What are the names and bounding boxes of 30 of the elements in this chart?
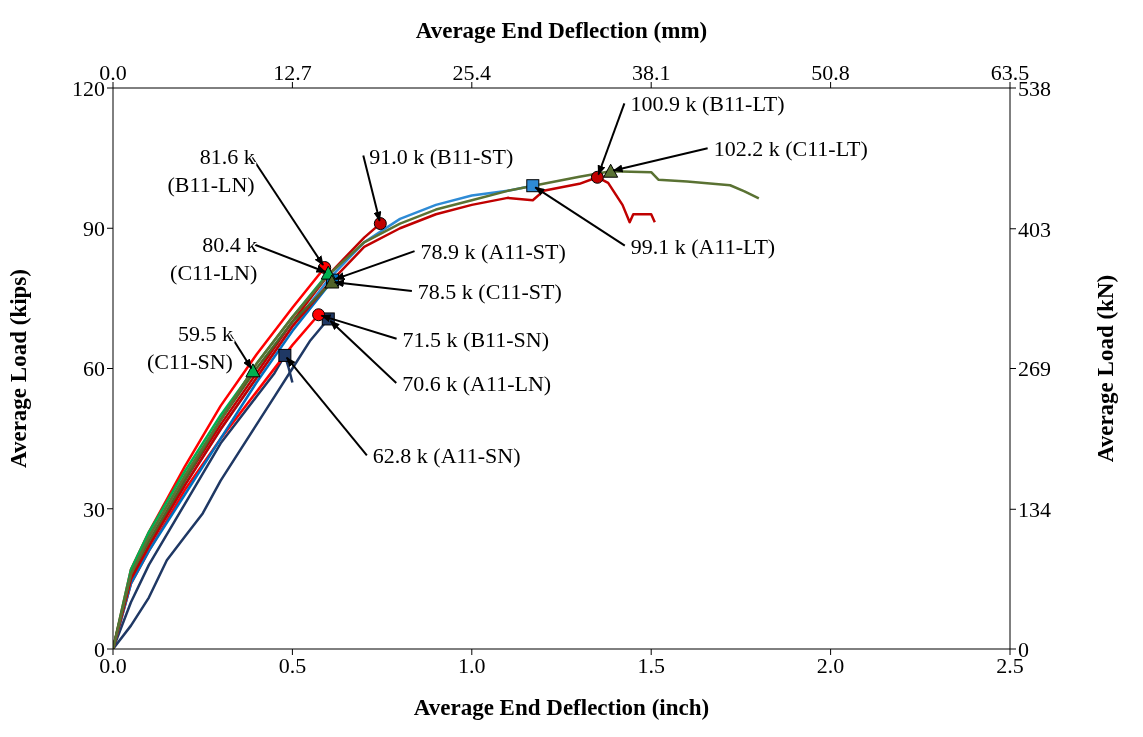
x2-tick-label: 38.1	[631, 60, 671, 85]
x-tick-label: 1.0	[458, 652, 486, 678]
annotation: 78.5 k (C11-ST)	[417, 278, 562, 304]
annotation: 71.5 k (B11-SN)	[402, 326, 550, 352]
x-tick-label: 1.5	[637, 652, 665, 678]
annotation: 102.2 k (C11-LT)	[713, 135, 868, 161]
y-tick-label: 60	[83, 356, 105, 382]
annotation: 59.5 k (C11-SN)	[146, 320, 233, 374]
annotation: 78.9 k (A11-ST)	[420, 238, 566, 264]
y2-tick-label: 134	[1018, 497, 1051, 523]
annotation: 99.1 k (A11-LT)	[630, 233, 776, 259]
x2-tick-label: 12.7	[273, 60, 312, 85]
y-axis-title: Average Load (kips)	[6, 269, 32, 468]
x-axis-title: Average End Deflection (inch)	[413, 695, 710, 720]
annotation: 91.0 k (B11-ST)	[369, 143, 514, 169]
y-tick-label: 90	[83, 216, 105, 242]
y2-tick-label: 403	[1018, 216, 1051, 242]
annotation: 100.9 k (B11-LT)	[630, 90, 785, 116]
x-tick-label: 0.5	[278, 652, 307, 678]
x2-tick-label: 25.4	[452, 60, 492, 85]
x-tick-label: 2.0	[816, 652, 845, 678]
y-tick-label: 30	[83, 496, 105, 522]
annotation: 70.6 k (A11-LN)	[402, 370, 552, 396]
x2-tick-label: 50.8	[811, 60, 850, 85]
annotation: 80.4 k (C11-LN)	[170, 231, 258, 285]
x2-axis-title: Average End Deflection (mm)	[415, 18, 708, 44]
y2-axis-title: Average Load (kN)	[1093, 274, 1119, 463]
y2-tick-label: 269	[1018, 356, 1051, 382]
annotation: 62.8 k (A11-SN)	[372, 442, 521, 468]
annotation: 81.6 k (B11-LN)	[167, 143, 255, 197]
